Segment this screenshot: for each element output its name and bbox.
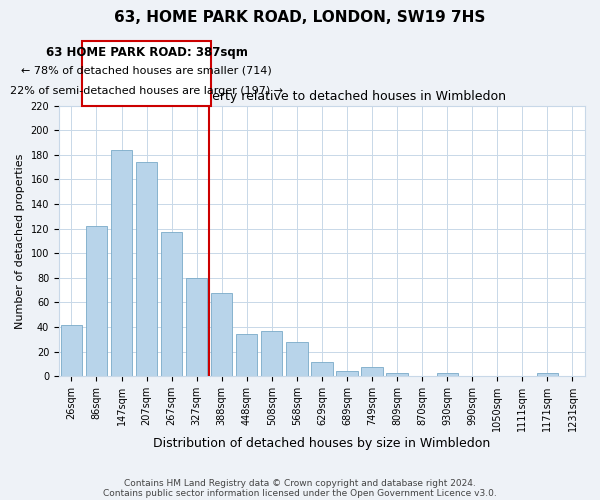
X-axis label: Distribution of detached houses by size in Wimbledon: Distribution of detached houses by size … xyxy=(154,437,491,450)
Bar xyxy=(186,278,208,376)
Text: Contains public sector information licensed under the Open Government Licence v3: Contains public sector information licen… xyxy=(103,488,497,498)
Text: Contains HM Land Registry data © Crown copyright and database right 2024.: Contains HM Land Registry data © Crown c… xyxy=(124,478,476,488)
Bar xyxy=(437,372,458,376)
Title: Size of property relative to detached houses in Wimbledon: Size of property relative to detached ho… xyxy=(138,90,506,103)
Bar xyxy=(537,372,558,376)
Text: 63 HOME PARK ROAD: 387sqm: 63 HOME PARK ROAD: 387sqm xyxy=(46,46,248,59)
Bar xyxy=(86,226,107,376)
Bar xyxy=(386,372,408,376)
Text: ← 78% of detached houses are smaller (714): ← 78% of detached houses are smaller (71… xyxy=(21,66,272,76)
Bar xyxy=(161,232,182,376)
Bar xyxy=(311,362,332,376)
Bar xyxy=(136,162,157,376)
Y-axis label: Number of detached properties: Number of detached properties xyxy=(15,154,25,328)
Bar xyxy=(361,366,383,376)
Bar xyxy=(337,372,358,376)
Text: 22% of semi-detached houses are larger (197) →: 22% of semi-detached houses are larger (… xyxy=(10,86,283,96)
Bar xyxy=(286,342,308,376)
Bar xyxy=(61,324,82,376)
Bar xyxy=(211,292,232,376)
Text: 63, HOME PARK ROAD, LONDON, SW19 7HS: 63, HOME PARK ROAD, LONDON, SW19 7HS xyxy=(115,10,485,25)
Bar xyxy=(261,331,283,376)
Bar xyxy=(111,150,132,376)
Bar xyxy=(236,334,257,376)
